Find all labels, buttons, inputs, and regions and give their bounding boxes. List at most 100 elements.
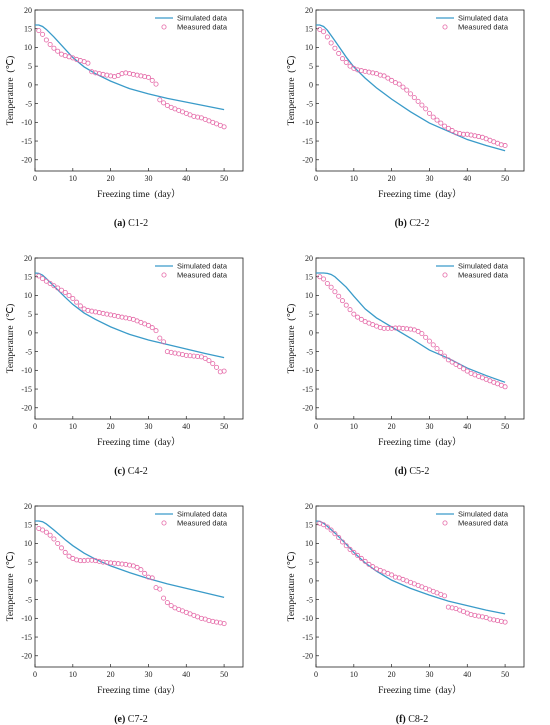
measured-point [158, 587, 162, 591]
simulated-line [35, 521, 224, 597]
measured-point [408, 92, 412, 96]
measured-point [158, 98, 162, 102]
measured-point [416, 99, 420, 103]
caption-text: C8-2 [406, 714, 429, 725]
caption-letter: (a) [114, 218, 126, 229]
measured-point [222, 125, 226, 129]
caption-letter: (b) [395, 218, 407, 229]
y-tick-label: 20 [305, 254, 313, 263]
measured-point [78, 304, 82, 308]
x-tick-label: 40 [182, 422, 190, 431]
legend-label-simulated: Simulated data [458, 14, 509, 23]
y-tick-label: 15 [305, 273, 313, 282]
measured-point [71, 296, 75, 300]
x-tick-label: 0 [33, 670, 37, 679]
measured-point [325, 281, 329, 285]
y-tick-label: 0 [28, 81, 32, 90]
legend-label-simulated: Simulated data [458, 510, 509, 519]
x-tick-label: 50 [501, 422, 509, 431]
y-tick-label: 15 [305, 25, 313, 34]
x-tick-label: 40 [182, 174, 190, 183]
measured-point [420, 103, 424, 107]
measured-point [37, 274, 41, 278]
y-tick-label: 0 [28, 577, 32, 586]
x-tick-label: 20 [388, 670, 396, 679]
measured-point [211, 361, 215, 365]
x-tick-label: 20 [107, 422, 115, 431]
measured-point [165, 601, 169, 605]
measured-point [439, 121, 443, 125]
measured-point [75, 300, 79, 304]
measured-point [52, 46, 56, 50]
y-tick-label: -20 [21, 652, 32, 661]
plot-frame [35, 506, 243, 667]
legend-marker-swatch [162, 25, 166, 29]
x-tick-label: 10 [69, 670, 77, 679]
y-tick-label: 0 [309, 329, 313, 338]
caption-letter: (d) [395, 466, 407, 477]
measured-point [161, 596, 165, 600]
chart-panel-5: 20151050-5-10-15-200 10 20 30 40 50Freezing t… [5, 502, 243, 725]
measured-point [139, 568, 143, 572]
measured-point [333, 46, 337, 50]
y-tick-label: 15 [24, 521, 32, 530]
plot-frame [316, 258, 524, 419]
measured-point [340, 57, 344, 61]
legend-label-simulated: Simulated data [177, 14, 228, 23]
y-tick-label: -5 [25, 595, 32, 604]
measured-point [325, 35, 329, 39]
caption-text: C1-2 [126, 218, 149, 229]
x-tick-label: 20 [388, 174, 396, 183]
measured-point [158, 336, 162, 340]
y-tick-label: 0 [28, 329, 32, 338]
measured-point [67, 293, 71, 297]
chart-panel-3: 20151050-5-10-15-200 10 20 30 40 50Freezing t… [5, 254, 243, 477]
y-tick-label: -5 [25, 347, 32, 356]
measured-point [344, 303, 348, 307]
measured-point [154, 82, 158, 86]
y-tick-label: 20 [24, 502, 32, 511]
x-axis-title: Freezing time (day） [378, 436, 462, 448]
x-tick-label: 0 [314, 422, 318, 431]
x-tick-label: 0 [33, 422, 37, 431]
y-tick-label: 5 [309, 310, 313, 319]
y-tick-label: 0 [309, 577, 313, 586]
x-tick-label: 40 [182, 670, 190, 679]
caption-text: C4-2 [125, 466, 148, 477]
measured-point [150, 78, 154, 82]
measured-point [435, 118, 439, 122]
legend-label-measured: Measured data [177, 271, 228, 280]
x-axis-title: Freezing time (day） [97, 684, 181, 696]
x-tick-label: 0 [314, 670, 318, 679]
y-tick-label: -15 [302, 633, 313, 642]
x-tick-label: 30 [425, 422, 433, 431]
y-tick-label: -10 [302, 366, 313, 375]
x-axis-title: Freezing time (day） [378, 188, 462, 200]
x-tick-label: 0 [33, 174, 37, 183]
plot-frame [35, 10, 243, 171]
measured-point [427, 339, 431, 343]
y-tick-label: -10 [302, 118, 313, 127]
caption-letter: (f) [396, 714, 406, 725]
measured-point [40, 32, 44, 36]
y-tick-label: 20 [305, 6, 313, 15]
legend-label-measured: Measured data [177, 23, 228, 32]
y-tick-label: 15 [305, 521, 313, 530]
measured-point [63, 290, 67, 294]
y-tick-label: 5 [309, 62, 313, 71]
y-tick-label: -10 [302, 614, 313, 623]
measured-point [424, 107, 428, 111]
measured-point [44, 38, 48, 42]
chart-panel-4: 20151050-5-10-15-200 10 20 30 40 50Freezing t… [286, 254, 524, 477]
x-tick-label: 20 [107, 174, 115, 183]
y-tick-label: -5 [306, 347, 313, 356]
x-tick-label: 10 [69, 174, 77, 183]
measured-point [214, 365, 218, 369]
y-tick-label: -20 [21, 404, 32, 413]
measured-point [431, 115, 435, 119]
y-tick-label: -20 [21, 156, 32, 165]
y-tick-label: -20 [302, 156, 313, 165]
caption-letter: (c) [114, 466, 125, 477]
y-tick-label: 10 [305, 43, 313, 52]
y-tick-label: 5 [28, 558, 32, 567]
